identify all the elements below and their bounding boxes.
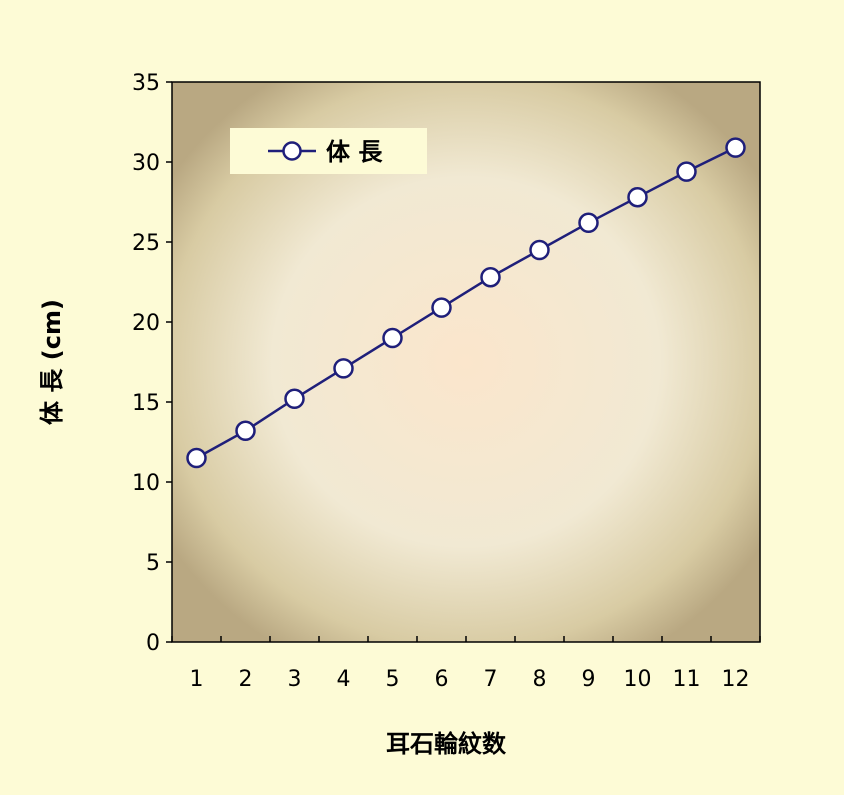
series-group (186, 137, 746, 469)
data-point (725, 137, 746, 158)
x-tick-label: 2 (239, 667, 253, 692)
x-tick-label: 3 (288, 667, 302, 692)
x-tick-label: 1 (190, 667, 204, 692)
y-axis: 0 5 10 15 20 25 30 35 (132, 71, 172, 656)
data-point (676, 161, 697, 182)
x-tick-label: 5 (386, 667, 400, 692)
x-tick-label: 8 (533, 667, 547, 692)
data-point (480, 266, 501, 288)
legend: 体 長 (230, 128, 427, 174)
data-point (382, 327, 403, 349)
plot-group (171, 81, 761, 643)
data-point (333, 358, 354, 379)
y-tick-label: 20 (132, 311, 160, 336)
legend-label: 体 長 (326, 138, 383, 166)
x-tick-label: 10 (624, 667, 652, 692)
data-point (431, 297, 452, 318)
legend-box (230, 128, 427, 174)
x-tick-label: 7 (484, 667, 498, 692)
x-tick-label: 6 (435, 667, 449, 692)
data-point (235, 420, 256, 442)
y-axis-title: 体 長 (cm) (38, 299, 66, 425)
y-tick-label: 30 (132, 151, 160, 176)
x-tick-label: 11 (673, 667, 701, 692)
y-tick-label: 10 (132, 471, 160, 496)
data-point (529, 239, 550, 261)
y-tick-label: 15 (132, 391, 160, 416)
y-tick-label: 0 (146, 631, 160, 656)
x-axis: 1 2 3 4 5 6 7 8 9 10 11 12 (171, 636, 761, 692)
data-point (578, 212, 599, 234)
x-axis-title: 耳石輪紋数 (386, 730, 507, 758)
y-tick-label: 35 (132, 71, 160, 96)
y-tick-label: 5 (146, 551, 160, 576)
legend-marker (282, 141, 302, 161)
plot-area (171, 81, 761, 643)
x-tick-label: 4 (337, 667, 351, 692)
data-point (284, 388, 305, 410)
x-tick-label: 9 (582, 667, 596, 692)
y-tick-label: 25 (132, 231, 160, 256)
x-tick-label: 12 (722, 667, 750, 692)
data-point (627, 186, 648, 208)
data-point (186, 447, 207, 469)
